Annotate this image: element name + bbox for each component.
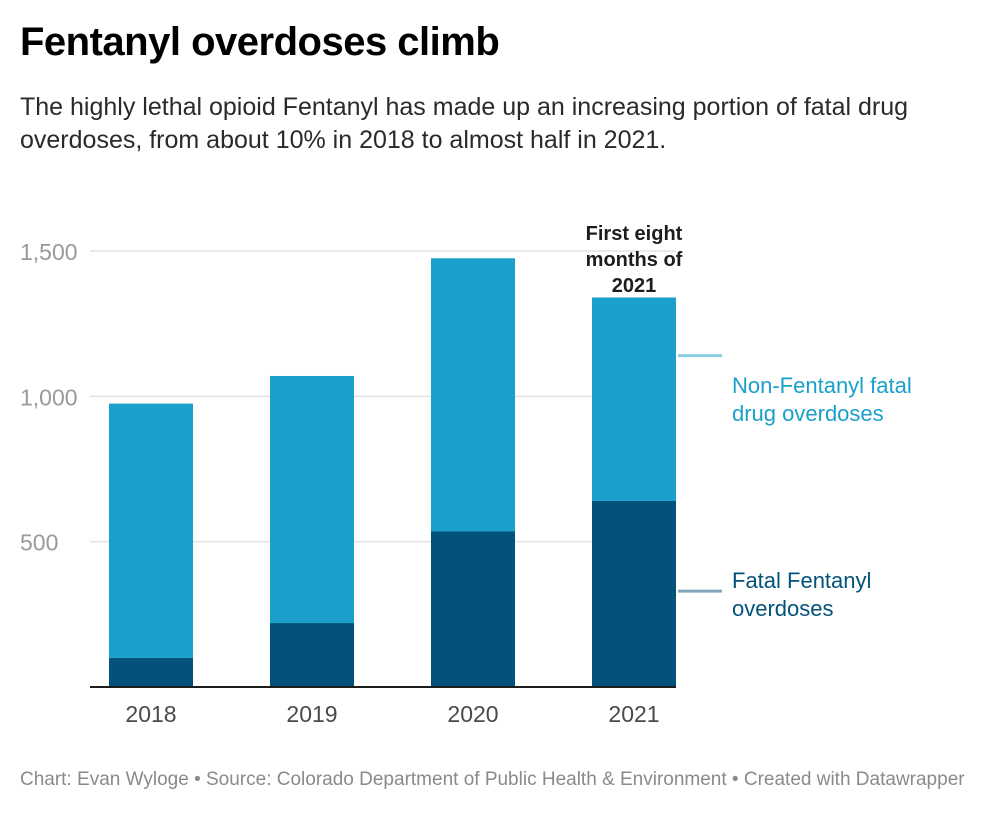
bar-non-fentanyl — [592, 297, 676, 501]
stacked-bar-chart: 500 1,000 1,500 2018 2019 2020 2021 First eight… — [20, 223, 912, 727]
x-tick-label: 2021 — [608, 701, 659, 727]
bar-non-fentanyl — [431, 258, 515, 532]
x-tick-label: 2019 — [286, 701, 337, 727]
x-tick-label: 2020 — [447, 701, 498, 727]
annotation-text: 2021 — [612, 275, 657, 297]
bar-fentanyl — [592, 500, 676, 687]
y-tick-label: 1,000 — [20, 384, 78, 410]
bar-non-fentanyl — [270, 375, 354, 624]
chart-title: Fentanyl overdoses climb — [20, 20, 500, 64]
bar-fentanyl — [270, 623, 354, 687]
series-non-fentanyl-label: Non-Fentanyl fatal — [732, 373, 912, 398]
bar-fentanyl — [109, 657, 193, 687]
y-tick-label: 1,500 — [20, 239, 78, 265]
y-tick-label: 500 — [20, 530, 58, 556]
series-non-fentanyl-label: drug overdoses — [732, 401, 884, 426]
x-tick-label: 2018 — [125, 701, 176, 727]
bar-non-fentanyl — [109, 403, 193, 658]
annotation-text: months of — [586, 249, 683, 271]
chart-footer: Chart: Evan Wyloge • Source: Colorado De… — [20, 769, 965, 790]
annotation-text: First eight — [586, 223, 683, 245]
series-fentanyl-label: overdoses — [732, 596, 834, 621]
bar-fentanyl — [431, 531, 515, 687]
chart-subtitle: The highly lethal opioid Fentanyl has ma… — [20, 93, 909, 154]
series-fentanyl-label: Fatal Fentanyl — [732, 568, 871, 593]
